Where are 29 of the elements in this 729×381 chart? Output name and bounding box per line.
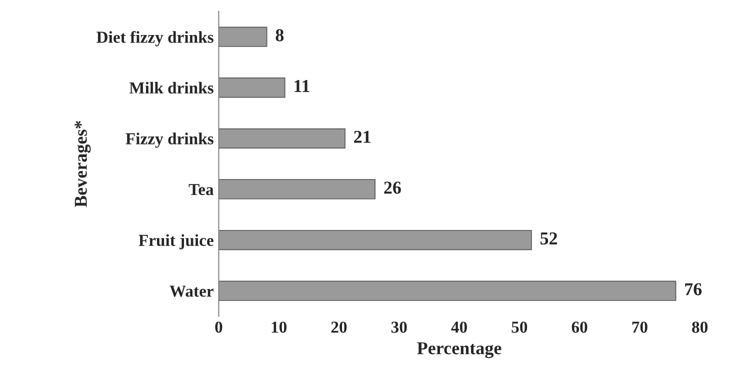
bar [218, 230, 532, 250]
x-tick-label: 70 [632, 322, 648, 333]
x-tick-label: 30 [391, 322, 407, 333]
bar [218, 78, 286, 98]
data-label: 52 [540, 232, 558, 245]
x-tick-label: 0 [215, 322, 222, 333]
bar [218, 26, 268, 47]
y-axis-title: Beverages* [74, 120, 91, 208]
y-tick-label: Fizzy drinks [126, 132, 214, 148]
data-label: 76 [685, 283, 702, 296]
x-axis-title: Percentage [417, 342, 502, 358]
y-tick-label: Milk drinks [129, 82, 214, 94]
x-tick-label: 40 [451, 322, 467, 333]
y-tick-label: Tea [188, 184, 214, 196]
y-tick-label: Diet fizzy drinks [96, 30, 214, 46]
x-tick-label: 20 [331, 322, 347, 333]
data-label: 11 [294, 80, 310, 92]
data-label: 21 [354, 130, 370, 143]
bar [218, 128, 346, 148]
x-tick-label: 80 [692, 322, 708, 333]
bar [218, 179, 376, 200]
y-tick-label: Fruit juice [138, 234, 214, 250]
x-tick-label: 10 [272, 322, 287, 333]
x-tick-label: 60 [572, 322, 588, 333]
y-tick-label: Water [170, 286, 214, 297]
data-label: 8 [276, 29, 284, 42]
data-label: 26 [384, 182, 401, 194]
bar [218, 280, 676, 301]
x-tick-label: 50 [512, 322, 528, 333]
